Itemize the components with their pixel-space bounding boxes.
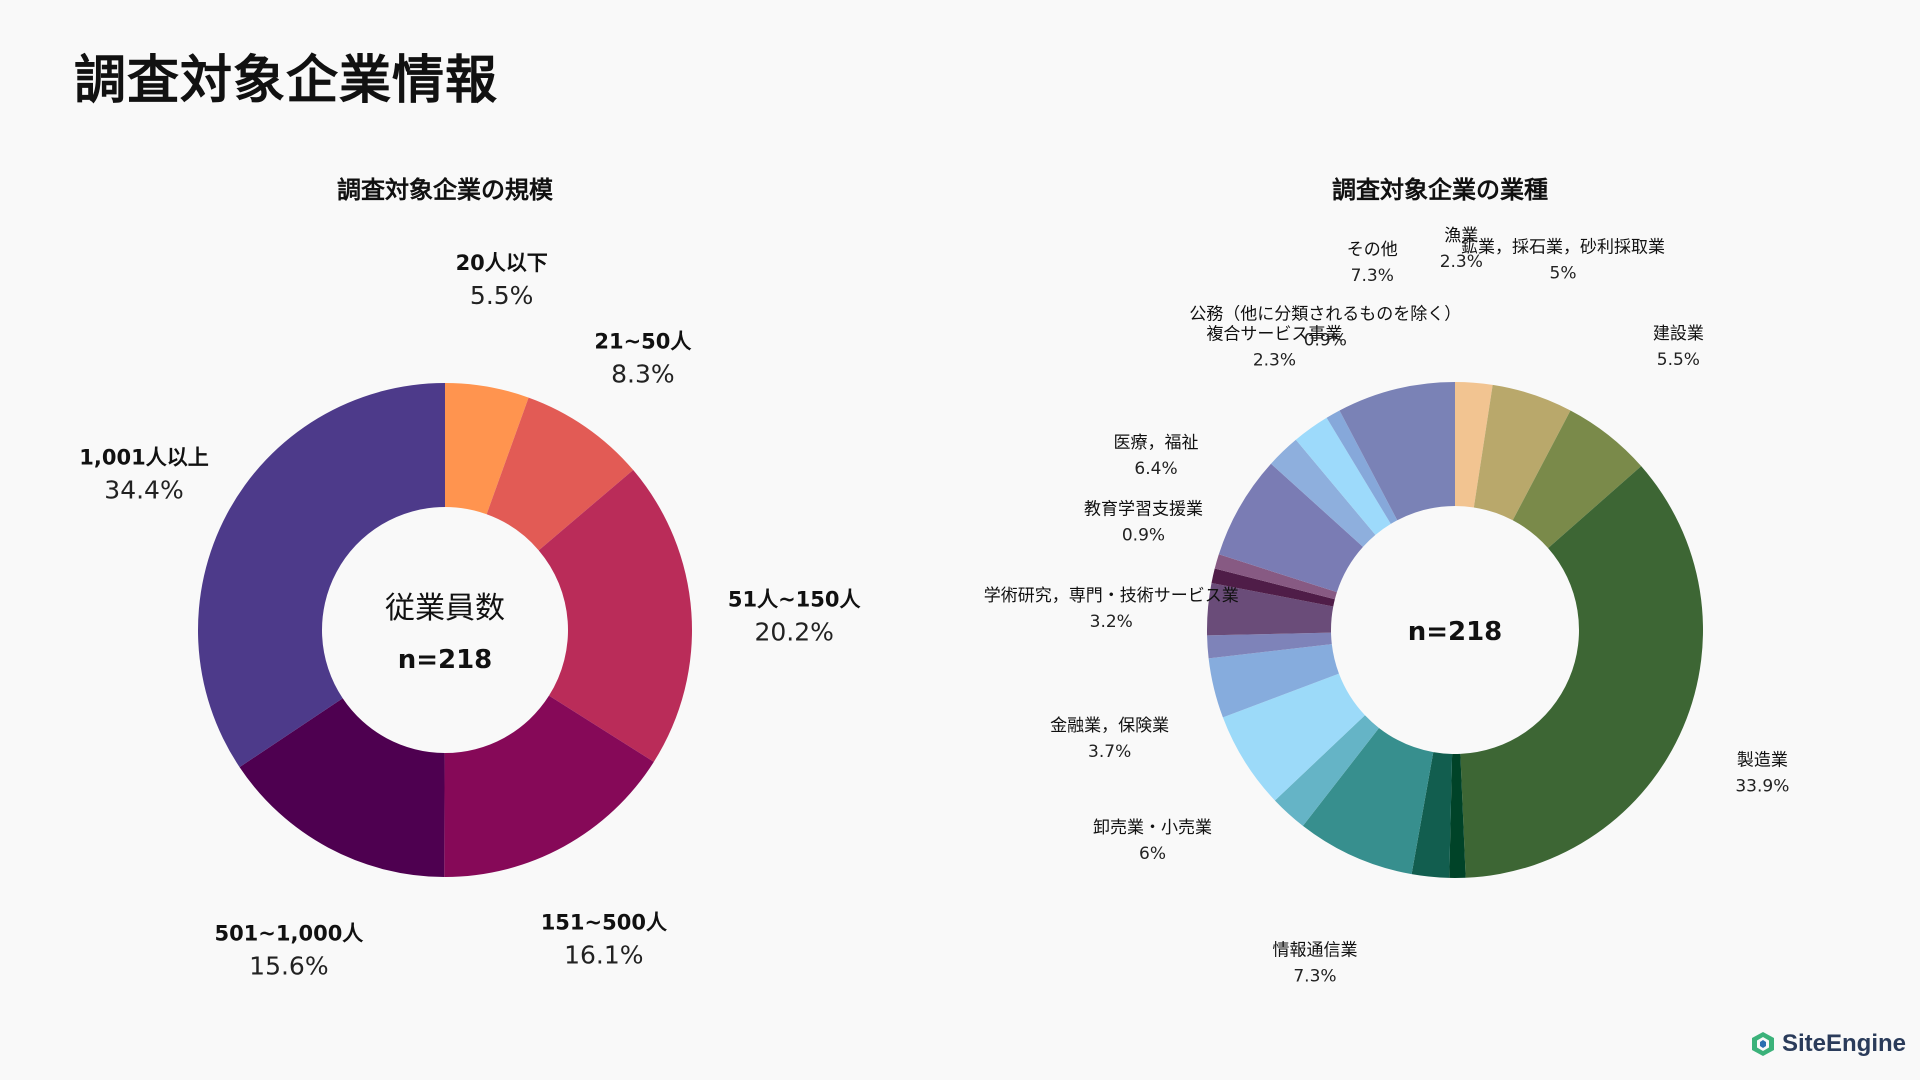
slice-value-1-3: 33.9% [1735,776,1789,796]
slice-0-4 [239,698,445,877]
center-count-0: n=218 [398,645,493,675]
slice-value-1-6: 7.3% [1293,966,1336,986]
slice-label-1-6: 情報通信業 [1272,940,1357,960]
slice-value-0-5: 34.4% [104,475,183,504]
slice-label-0-5: 1,001人以上 [79,445,208,469]
slice-1-16 [1295,417,1391,535]
slice-1-10 [1207,632,1332,659]
slice-label-1-3: 製造業 [1737,750,1788,770]
center-label-0: 従業員数 [385,591,505,626]
slice-label-1-18: その他 [1347,240,1398,260]
slice-value-1-0: 2.3% [1440,252,1483,272]
slice-1-14 [1218,463,1363,593]
slice-value-1-11: 3.2% [1090,612,1133,632]
slice-1-8 [1222,673,1365,801]
page-title: 調査対象企業情報 [74,51,499,111]
slice-label-1-1: 鉱業，採石業，砂利採取業 [1461,237,1665,257]
slice-label-1-0: 漁業 [1444,226,1478,246]
slice-value-1-8: 6% [1139,844,1166,864]
slice-label-1-9: 金融業，保険業 [1050,716,1169,736]
slice-1-17 [1326,410,1398,524]
slice-1-2 [1512,410,1642,549]
slice-1-6 [1302,727,1434,875]
slice-value-1-9: 3.7% [1088,742,1131,762]
slice-0-3 [444,695,654,877]
logo-text: SiteEngine [1782,1030,1907,1057]
slice-0-1 [486,397,634,551]
center-count-1: n=218 [1408,617,1503,647]
slice-label-1-16: 複合サービス事業 [1206,324,1342,344]
slice-1-4 [1449,753,1466,878]
slice-value-1-16: 2.3% [1253,350,1296,370]
slice-value-0-3: 16.1% [564,940,643,969]
slice-label-0-2: 51人~150人 [728,588,861,612]
slice-value-0-2: 20.2% [754,618,833,647]
slice-label-1-13: 教育学習支援業 [1084,500,1203,520]
slice-label-0-3: 151~500人 [541,910,667,934]
slice-value-1-14: 6.4% [1134,459,1177,479]
slice-label-0-0: 20人以下 [456,251,548,275]
slice-value-0-0: 5.5% [470,281,534,310]
logo-icon [1752,1032,1774,1056]
slice-value-1-1: 5% [1550,263,1577,283]
slice-1-12 [1211,568,1335,607]
slice-1-5 [1411,752,1453,878]
slice-1-11 [1207,582,1334,636]
slice-value-1-13: 0.9% [1122,526,1165,546]
slice-label-1-2: 建設業 [1653,324,1704,344]
slice-label-1-8: 卸売業・小売業 [1093,818,1212,838]
slice-0-0 [445,383,529,515]
slice-1-18 [1339,382,1455,521]
slice-label-1-14: 医療，福祉 [1114,433,1199,453]
chart-title-size: 調査対象企業の規模 [337,176,553,204]
slice-0-5 [198,383,445,768]
site-engine-logo: SiteEngine [1750,1030,1906,1058]
slice-1-7 [1274,715,1379,826]
slice-value-1-2: 5.5% [1657,350,1700,370]
slice-1-15 [1270,439,1376,547]
chart-title-industry: 調査対象企業の業種 [1332,176,1548,204]
slice-value-0-4: 15.6% [249,952,328,981]
slice-label-0-1: 21~50人 [594,330,691,354]
slice-1-13 [1214,554,1337,600]
slice-0-2 [538,470,692,762]
slice-1-0 [1455,382,1493,508]
slice-value-0-1: 8.3% [611,360,675,389]
slice-label-1-11: 学術研究，専門・技術サービス業 [984,586,1239,606]
slice-value-1-17: 0.9% [1304,331,1347,351]
slice-label-0-4: 501~1,000人 [214,922,363,946]
slice-1-1 [1473,384,1571,521]
slice-1-9 [1208,644,1339,718]
slice-value-1-18: 7.3% [1351,266,1394,286]
slice-1-3 [1460,466,1703,878]
slice-label-1-17: 公務（他に分類されるものを除く） [1189,305,1461,325]
